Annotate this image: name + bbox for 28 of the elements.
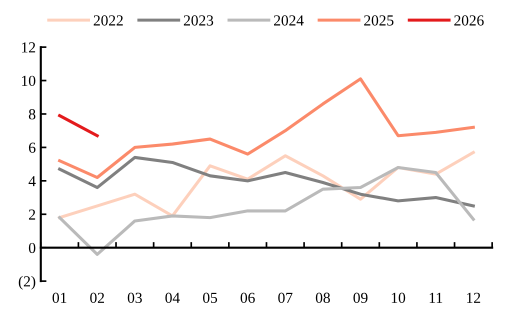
x-tick-label: 11 bbox=[430, 292, 442, 303]
y-tick-label: 0 bbox=[28, 242, 36, 254]
legend-label: 2022 bbox=[94, 15, 123, 26]
x-tick-label: 02 bbox=[90, 292, 104, 303]
y-tick-label: (2) bbox=[18, 276, 36, 290]
y-tick-label: 10 bbox=[22, 76, 36, 86]
line-series bbox=[58, 156, 475, 208]
y-tick-label: 8 bbox=[28, 109, 36, 120]
x-tick-label: 04 bbox=[165, 292, 180, 303]
x-tick-label: 10 bbox=[392, 292, 406, 303]
x-tick-label: 06 bbox=[240, 292, 255, 303]
legend-label: 2023 bbox=[184, 15, 214, 26]
x-tick-label: 05 bbox=[203, 292, 218, 303]
line-series bbox=[58, 77, 475, 180]
line-series bbox=[58, 166, 475, 256]
y-tick-label: 6 bbox=[28, 142, 36, 153]
legend-label: 2024 bbox=[274, 15, 304, 26]
x-tick-label: 03 bbox=[128, 292, 142, 303]
legend-label: 2025 bbox=[364, 15, 394, 26]
y-tick-label: 2 bbox=[28, 209, 36, 220]
x-tick-label: 07 bbox=[278, 292, 292, 303]
legend-label: 2026 bbox=[454, 15, 484, 26]
x-tick-label: 08 bbox=[316, 292, 330, 303]
x-tick-label: 09 bbox=[353, 292, 368, 303]
y-tick-label: 12 bbox=[22, 42, 36, 52]
y-tick-label: 4 bbox=[28, 176, 36, 186]
x-tick-label: 01 bbox=[52, 292, 66, 303]
x-tick-label: 12 bbox=[467, 292, 480, 303]
